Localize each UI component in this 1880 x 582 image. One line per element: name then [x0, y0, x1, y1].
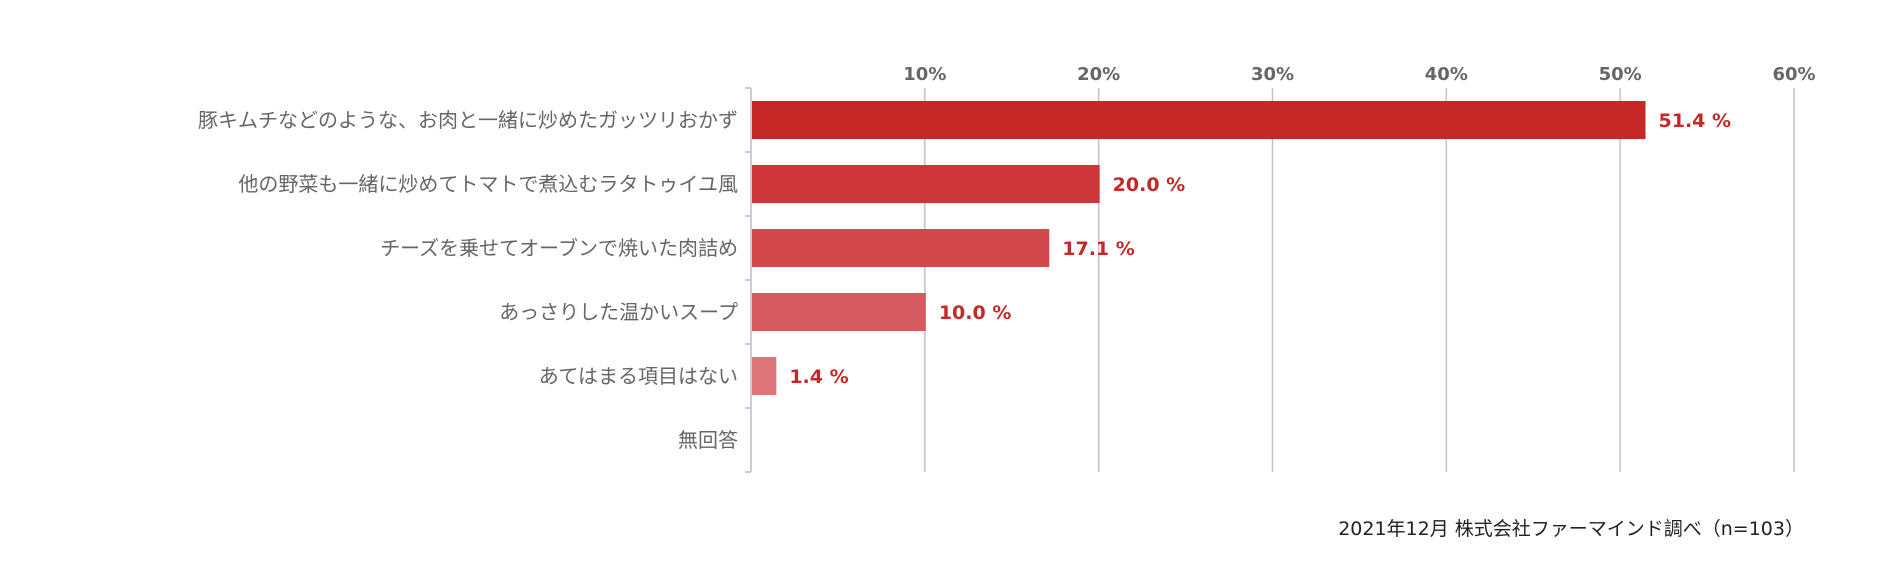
value-label: 20.0 % — [1113, 174, 1186, 196]
category-label: 豚キムチなどのような、お肉と一緒に炒めたガッツリおかず — [198, 108, 738, 132]
source-note: 2021年12月 株式会社ファーマインド調べ（n=103） — [1338, 518, 1804, 540]
bar — [752, 229, 1050, 267]
bar — [752, 293, 926, 331]
category-label: チーズを乗せてオーブンで焼いた肉詰め — [380, 236, 738, 260]
value-label: 1.4 % — [789, 366, 848, 388]
bar — [752, 101, 1646, 139]
x-tick-label: 60% — [1772, 64, 1815, 85]
axis-layer — [745, 87, 752, 473]
value-label: 17.1 % — [1062, 238, 1135, 260]
bar — [752, 165, 1100, 203]
value-label: 10.0 % — [939, 302, 1012, 324]
x-tick-label: 50% — [1599, 64, 1642, 85]
value-label: 51.4 % — [1659, 110, 1732, 132]
category-label: 無回答 — [678, 428, 738, 452]
grid-layer — [924, 88, 1795, 472]
x-tick-label: 40% — [1425, 64, 1468, 85]
x-tick-label: 20% — [1077, 64, 1120, 85]
x-tick-label: 30% — [1251, 64, 1294, 85]
x-tick-label: 10% — [903, 64, 946, 85]
category-label: 他の野菜も一緒に炒めてトマトで煮込むラタトゥイユ風 — [238, 172, 738, 196]
category-label: あっさりした温かいスープ — [499, 300, 738, 324]
bar-layer — [752, 101, 1646, 395]
bar — [752, 357, 777, 395]
category-label: あてはまる項目はない — [539, 364, 738, 388]
label-layer: 10% 20% 30% 40% 50% 60% 豚キムチなどのような、お肉と一緒に炒めたガッ… — [198, 64, 1816, 452]
